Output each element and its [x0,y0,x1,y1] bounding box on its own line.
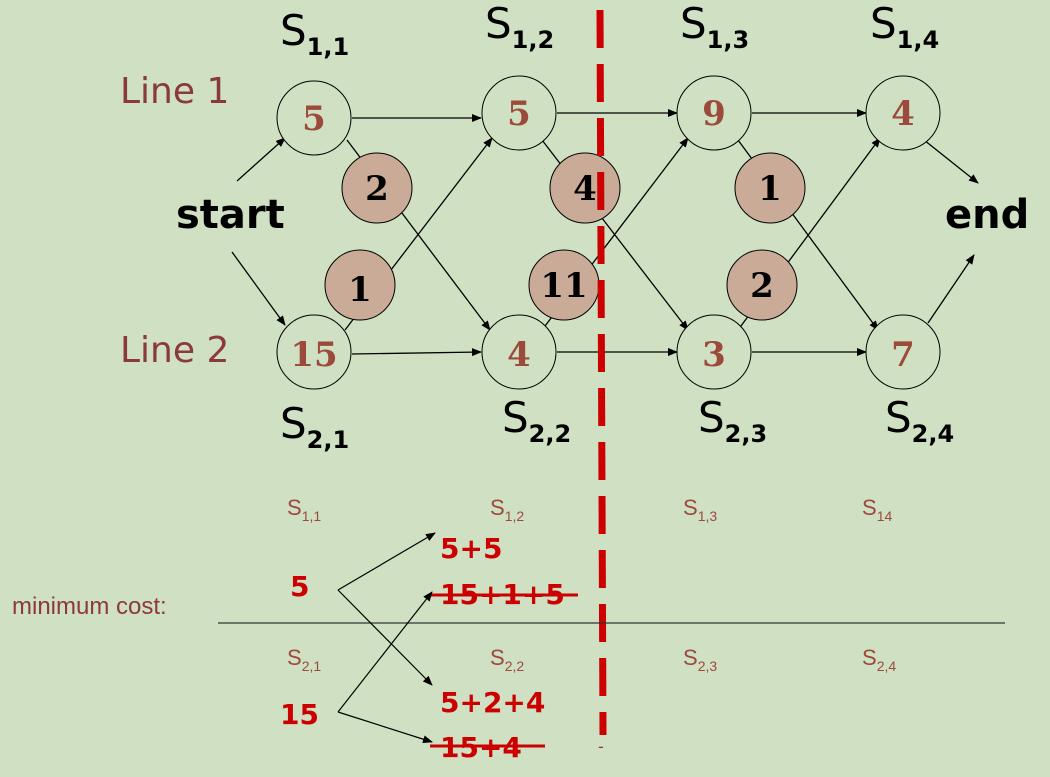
line-1-label: Line 1 [120,71,229,112]
start-label: start [176,192,285,238]
svg-text:4: 4 [507,335,531,375]
station-s14: 4 [865,75,941,151]
dash-mark: - [598,737,604,756]
arrow-15-to-s22 [337,711,433,744]
label-s12: S1,2 [485,0,554,54]
tbl-header-s13: S1,3 [683,495,717,524]
edges [231,109,979,357]
svg-text:2: 2 [365,169,389,209]
station-s23: 3 [676,314,752,390]
svg-text:1: 1 [758,169,782,209]
tbl-header-s14: S14 [862,495,892,524]
edge-s14-end [923,139,979,184]
calc-s22-option-a: 5+2+4 [440,686,545,719]
station-s24: 7 [865,314,941,390]
tbl-header-s12: S1,2 [490,495,524,524]
arrow-15-to-s12 [337,591,433,713]
station-s12: 5 [481,75,557,151]
calc-arrows [337,532,436,744]
label-s13: S1,3 [680,0,749,54]
transfer-cost-s23-s14: 2 [726,249,798,321]
svg-text:5: 5 [302,99,326,139]
divider-dashed-line [596,9,607,736]
transfer-cost-s22-s13: 11 [528,249,600,321]
svg-text:5: 5 [507,94,531,134]
svg-text:4: 4 [573,169,597,209]
arrow-5-to-s22 [337,589,433,686]
svg-text:4: 4 [891,94,915,134]
minimum-cost-label: minimum cost: [12,593,167,620]
label-s21: S2,1 [280,399,349,454]
tbl-header-s22: S2,2 [490,645,524,674]
line-2-label: Line 2 [120,330,229,371]
station-labels: S1,1 S1,2 S1,3 S1,4 S2,1 S2,2 S2,3 S2,4 [280,0,954,454]
svg-text:15: 15 [290,335,337,375]
transfer-cost-s11-s22: 2 [341,152,413,224]
svg-text:9: 9 [702,94,726,134]
calc-s12-option-a: 5+5 [440,532,502,565]
label-s22: S2,2 [502,393,571,448]
station-s13: 9 [676,75,752,151]
tbl-header-s23: S2,3 [683,645,717,674]
tbl-header-s21: S2,1 [287,645,321,674]
station-s11: 5 [276,80,352,156]
svg-text:7: 7 [891,335,915,375]
row2-cost: 15 [280,698,319,731]
cost-table: S1,1 S1,2 S1,3 S14 S2,1 S2,2 S2,3 S2,4 m… [12,495,1005,764]
arrow-5-to-s12 [337,532,436,591]
edge-s21-s22 [351,348,482,357]
label-s11: S1,1 [280,6,349,61]
label-s24: S2,4 [885,393,954,448]
transfer-cost-s13-s24: 1 [734,152,806,224]
tbl-header-s24: S2,4 [862,645,896,674]
svg-text:3: 3 [702,335,726,375]
station-s21: 15 [276,314,352,390]
station-s22: 4 [481,314,557,390]
label-s14: S1,4 [870,0,939,54]
row1-cost: 5 [290,570,309,603]
edge-start-s21 [231,251,286,326]
tbl-header-s11: S1,1 [287,495,321,524]
svg-text:1: 1 [348,270,372,310]
svg-text:11: 11 [540,266,587,306]
svg-text:2: 2 [750,266,774,306]
edge-s24-end [927,254,975,324]
transfer-cost-s21-s12: 1 [324,249,396,321]
edge-start-s11 [236,137,286,182]
transfer-cost-s12-s23: 4 [549,152,621,224]
end-label: end [945,192,1029,238]
label-s23: S2,3 [698,393,767,448]
